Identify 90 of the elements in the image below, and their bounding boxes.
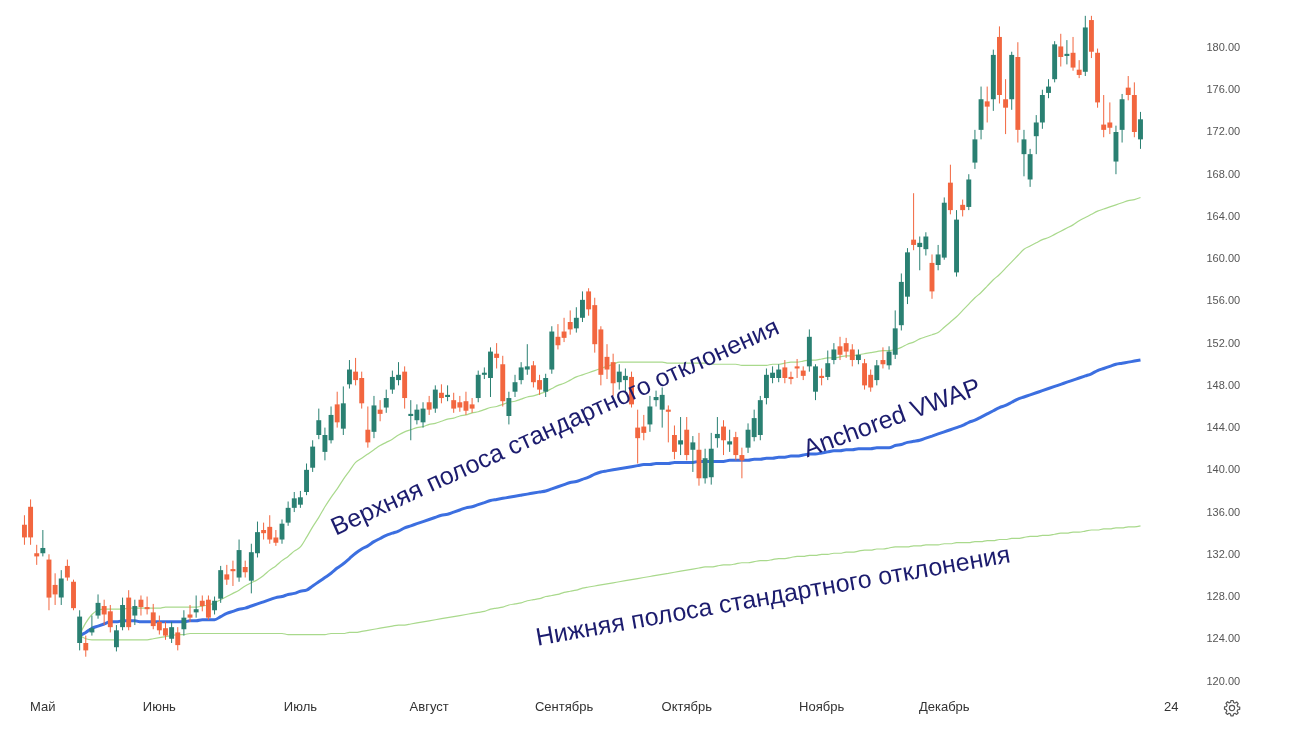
candlestick [322, 427, 328, 461]
candlestick [494, 342, 500, 369]
x-tick-label: 24 [1163, 698, 1179, 714]
y-tick-label: 140.00 [1206, 463, 1241, 476]
y-tick-label: 172.00 [1206, 125, 1241, 138]
candlestick [714, 416, 720, 449]
candlestick [230, 560, 236, 587]
candlestick [432, 384, 438, 414]
candlestick [310, 439, 316, 473]
candlestick [1138, 111, 1143, 150]
candlestick [469, 397, 475, 414]
candlestick [132, 599, 138, 626]
candlestick [34, 544, 40, 566]
y-tick-label: 156.00 [1206, 294, 1241, 307]
candlestick [64, 559, 70, 582]
candlestick [40, 529, 46, 557]
y-tick-label: 124.00 [1206, 632, 1241, 645]
candlestick [733, 431, 739, 461]
y-tick-label: 136.00 [1206, 505, 1241, 518]
y-tick-label: 148.00 [1206, 378, 1241, 391]
y-tick-label: 160.00 [1206, 252, 1241, 265]
candlestick [175, 626, 181, 651]
x-tick-label: Июль [283, 698, 318, 714]
candlestick [304, 463, 309, 496]
x-tick-label: Декабрь [918, 698, 970, 714]
y-tick-label: 128.00 [1206, 590, 1241, 603]
x-tick-label: Октябрь [661, 698, 713, 714]
candlestick [169, 621, 175, 644]
candlestick [89, 615, 95, 637]
x-tick-label: Июнь [142, 698, 177, 714]
candlestick [739, 447, 745, 479]
candlestick [782, 359, 788, 384]
candlestick [334, 391, 340, 429]
candlestick [984, 86, 990, 123]
x-tick-label: Сентябрь [534, 698, 594, 714]
candlestick [580, 290, 585, 323]
candlestick [475, 370, 481, 403]
candlestick [573, 306, 579, 334]
candlestick [874, 359, 880, 386]
candlestick [187, 604, 193, 623]
candlestick [672, 424, 677, 460]
candlestick [1064, 39, 1070, 65]
y-tick-label: 132.00 [1206, 547, 1241, 560]
candlestick [52, 572, 58, 606]
candlestick [690, 435, 696, 473]
candlestick [347, 359, 352, 390]
y-tick-label: 152.00 [1206, 336, 1241, 349]
candlestick [1003, 78, 1009, 135]
text: Нижняя полоса стандартного отклонения [533, 539, 1013, 651]
candlestick [880, 346, 886, 369]
candlestick [727, 429, 733, 453]
y-tick-label: 164.00 [1206, 209, 1241, 222]
candlestick [383, 389, 389, 414]
y-tick-label: 168.00 [1206, 167, 1241, 180]
candlestick [120, 597, 126, 631]
candlestick [193, 594, 199, 619]
candlestick [561, 317, 567, 343]
y-tick-label: 144.00 [1206, 421, 1241, 434]
candlestick [83, 635, 89, 658]
candlestick [144, 596, 150, 615]
candlestick [316, 408, 322, 440]
candlestick [181, 609, 187, 637]
candlestick [1046, 78, 1051, 99]
candlestick [377, 399, 383, 422]
y-tick-label: 176.00 [1206, 83, 1241, 96]
candlestick [665, 404, 671, 443]
candlestick [224, 564, 230, 586]
x-tick-label: Август [409, 698, 449, 714]
candlestick [825, 350, 831, 381]
candlestick [1058, 33, 1064, 68]
candlestick [678, 416, 684, 456]
candlestick [426, 395, 432, 416]
candlestick [365, 405, 371, 449]
candlestick [911, 192, 917, 251]
candlestick [555, 323, 561, 350]
candlestick [438, 383, 444, 404]
candlestick [972, 129, 978, 170]
y-tick-label: 120.00 [1206, 674, 1241, 687]
x-tick-label: Ноябрь [799, 698, 845, 714]
candlestick [58, 569, 64, 606]
x-tick-label: Май [30, 698, 56, 714]
candlestick [285, 501, 291, 527]
candlestick [721, 419, 726, 456]
y-tick-label: 180.00 [1206, 41, 1241, 54]
candlestick [794, 358, 800, 379]
candlestick [113, 624, 119, 652]
candlestick [831, 342, 837, 365]
candlestick [1125, 75, 1131, 101]
candlestick [1033, 114, 1039, 155]
candlestick [567, 309, 573, 336]
